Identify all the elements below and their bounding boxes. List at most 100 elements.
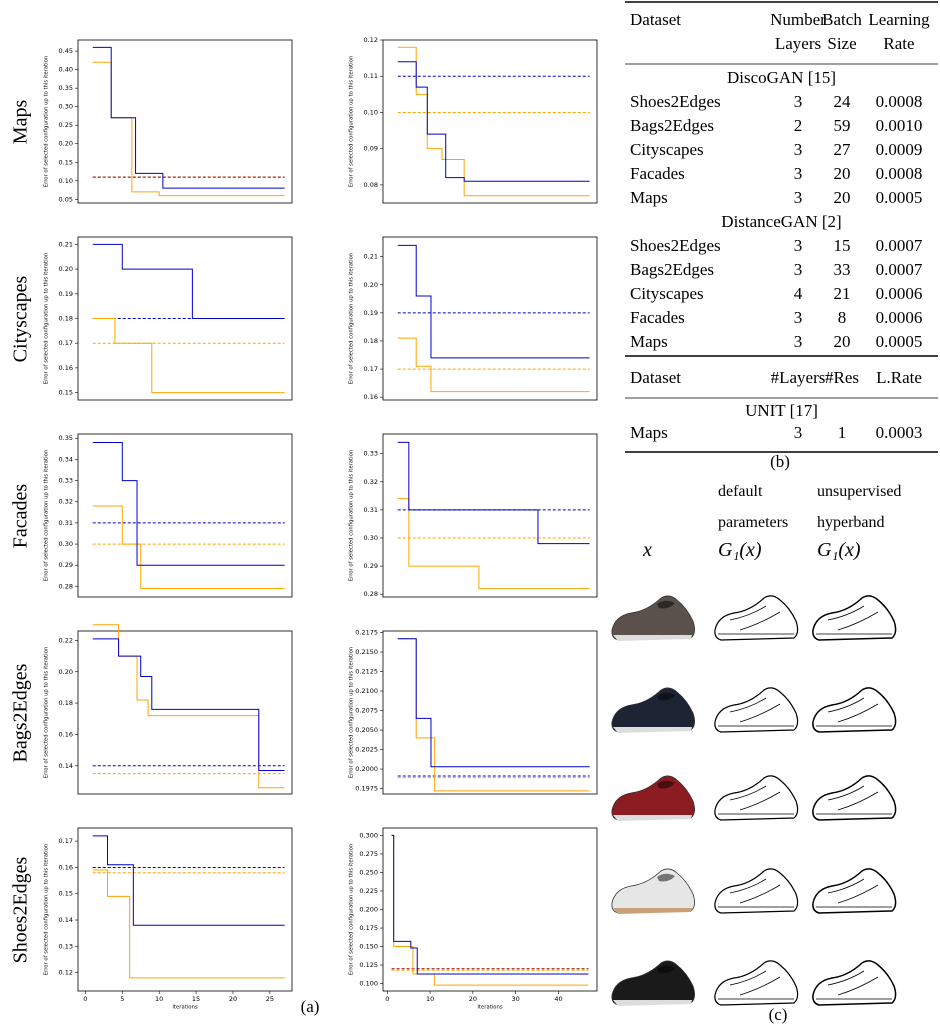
shoe-sketch [714,868,799,914]
y-tick-label: 0.2100 [355,687,378,695]
y-tick-label: 0.10 [59,177,73,185]
y-tick-label: 0.10 [364,108,378,116]
y-tick-label: 0.18 [59,699,73,707]
table-cell: 2 [793,116,803,135]
row-label: Maps [10,100,32,145]
y-tick-label: 0.2000 [355,765,378,773]
table-cell: 4 [793,284,803,303]
shoe-image [812,595,897,641]
shoe-sketch [714,595,799,641]
table-cell: 27 [833,140,851,159]
shoe-sketch-detail [718,970,794,1000]
table-header: Batch Size [822,10,862,53]
series-line [92,46,285,189]
y-tick-label: 0.31 [59,519,73,527]
x-tick-label: 25 [266,995,274,1003]
table-cell: 20 [833,164,851,183]
shoe-sketch [714,687,799,733]
y-tick-label: 0.1975 [355,785,378,793]
series-line [397,61,590,182]
x-axis-label: Iterations [172,1005,197,1011]
y-tick-label: 0.2125 [355,668,378,676]
y-tick-label: 0.16 [364,393,378,401]
x-tick-label: 20 [229,995,237,1003]
table-header: #Res [825,368,859,387]
plot-frame [77,39,293,204]
y-tick-label: 0.100 [359,980,378,988]
y-tick-label: 0.12 [364,36,378,44]
shoe-sketch-detail [816,605,892,635]
y-tick-label: 0.18 [364,337,378,345]
image-column-title: unsupervised hyperband [817,483,902,531]
y-tick-label: 0.32 [364,478,378,486]
y-tick-label: 0.09 [364,145,378,153]
shoe-image [611,595,695,641]
y-tick-label: 0.32 [59,498,73,506]
plot-frame [382,39,598,204]
x-tick-label: 30 [512,995,520,1003]
series-line [397,441,590,545]
series-line [92,505,285,590]
shoe-sketch-detail [718,785,794,815]
table-cell: 1 [837,423,847,442]
table-cell: 0.0008 [875,92,923,111]
shoe-image [714,687,799,733]
table-cell: 3 [793,332,803,351]
y-tick-label: 0.275 [359,850,378,858]
x-tick-label: 0 [385,995,389,1003]
series-line [397,638,590,792]
series-line [92,869,285,979]
y-tick-label: 0.18 [59,315,73,323]
table-cell: 33 [833,260,851,279]
table-cell: 3 [793,92,803,111]
series-line [92,835,285,926]
plot-frame [77,433,293,598]
y-tick-label: 0.40 [59,66,73,74]
y-tick-label: 0.20 [59,668,73,676]
y-tick-label: 0.225 [359,887,378,895]
y-tick-label: 0.21 [364,253,378,261]
shoe-photo [611,960,695,1006]
panel-caption: (a) [301,997,320,1016]
y-tick-label: 0.30 [59,540,73,548]
table-section-title: DiscoGAN [15] [726,68,837,87]
table-cell: 3 [793,140,803,159]
table-cell: 3 [793,188,803,207]
y-tick-label: 0.17 [59,837,73,845]
shoe-sole [613,727,692,733]
table-cell: Bags2Edges [630,116,715,135]
y-tick-label: 0.35 [59,434,73,442]
table-cell: 3 [793,260,803,279]
y-tick-label: 0.31 [364,506,378,514]
y-tick-label: 0.250 [359,868,378,876]
table-cell: 3 [793,236,803,255]
series-line [397,337,590,393]
table-cell: Facades [630,308,685,327]
y-tick-label: 0.21 [59,240,73,248]
y-tick-label: 0.35 [59,84,73,92]
image-column-title: default parameters [718,483,789,531]
y-tick-label: 0.125 [359,961,378,969]
shoe-image [714,868,799,914]
y-tick-label: 0.17 [364,365,378,373]
series-line [92,441,285,566]
image-column-label: G₁(x) [817,539,861,561]
shoe-image [714,775,799,821]
row-label: Cityscapes [10,275,32,362]
shoe-sketch-detail [816,878,892,908]
shoe-photo [611,775,695,821]
table-cell: 0.0007 [875,260,923,279]
table-cell: Cityscapes [630,140,704,159]
x-tick-label: 15 [192,995,200,1003]
table-cell: Maps [630,423,668,442]
y-tick-label: 0.15 [59,158,73,166]
table-cell: 0.0005 [875,188,923,207]
y-tick-label: 0.05 [59,195,73,203]
table-cell: 0.0008 [875,164,923,183]
table-header: Dataset [630,368,681,387]
shoe-image [714,595,799,641]
image-column-label: x [643,539,652,561]
series-line [397,244,590,359]
series-line [391,834,589,975]
table-cell: Bags2Edges [630,260,715,279]
